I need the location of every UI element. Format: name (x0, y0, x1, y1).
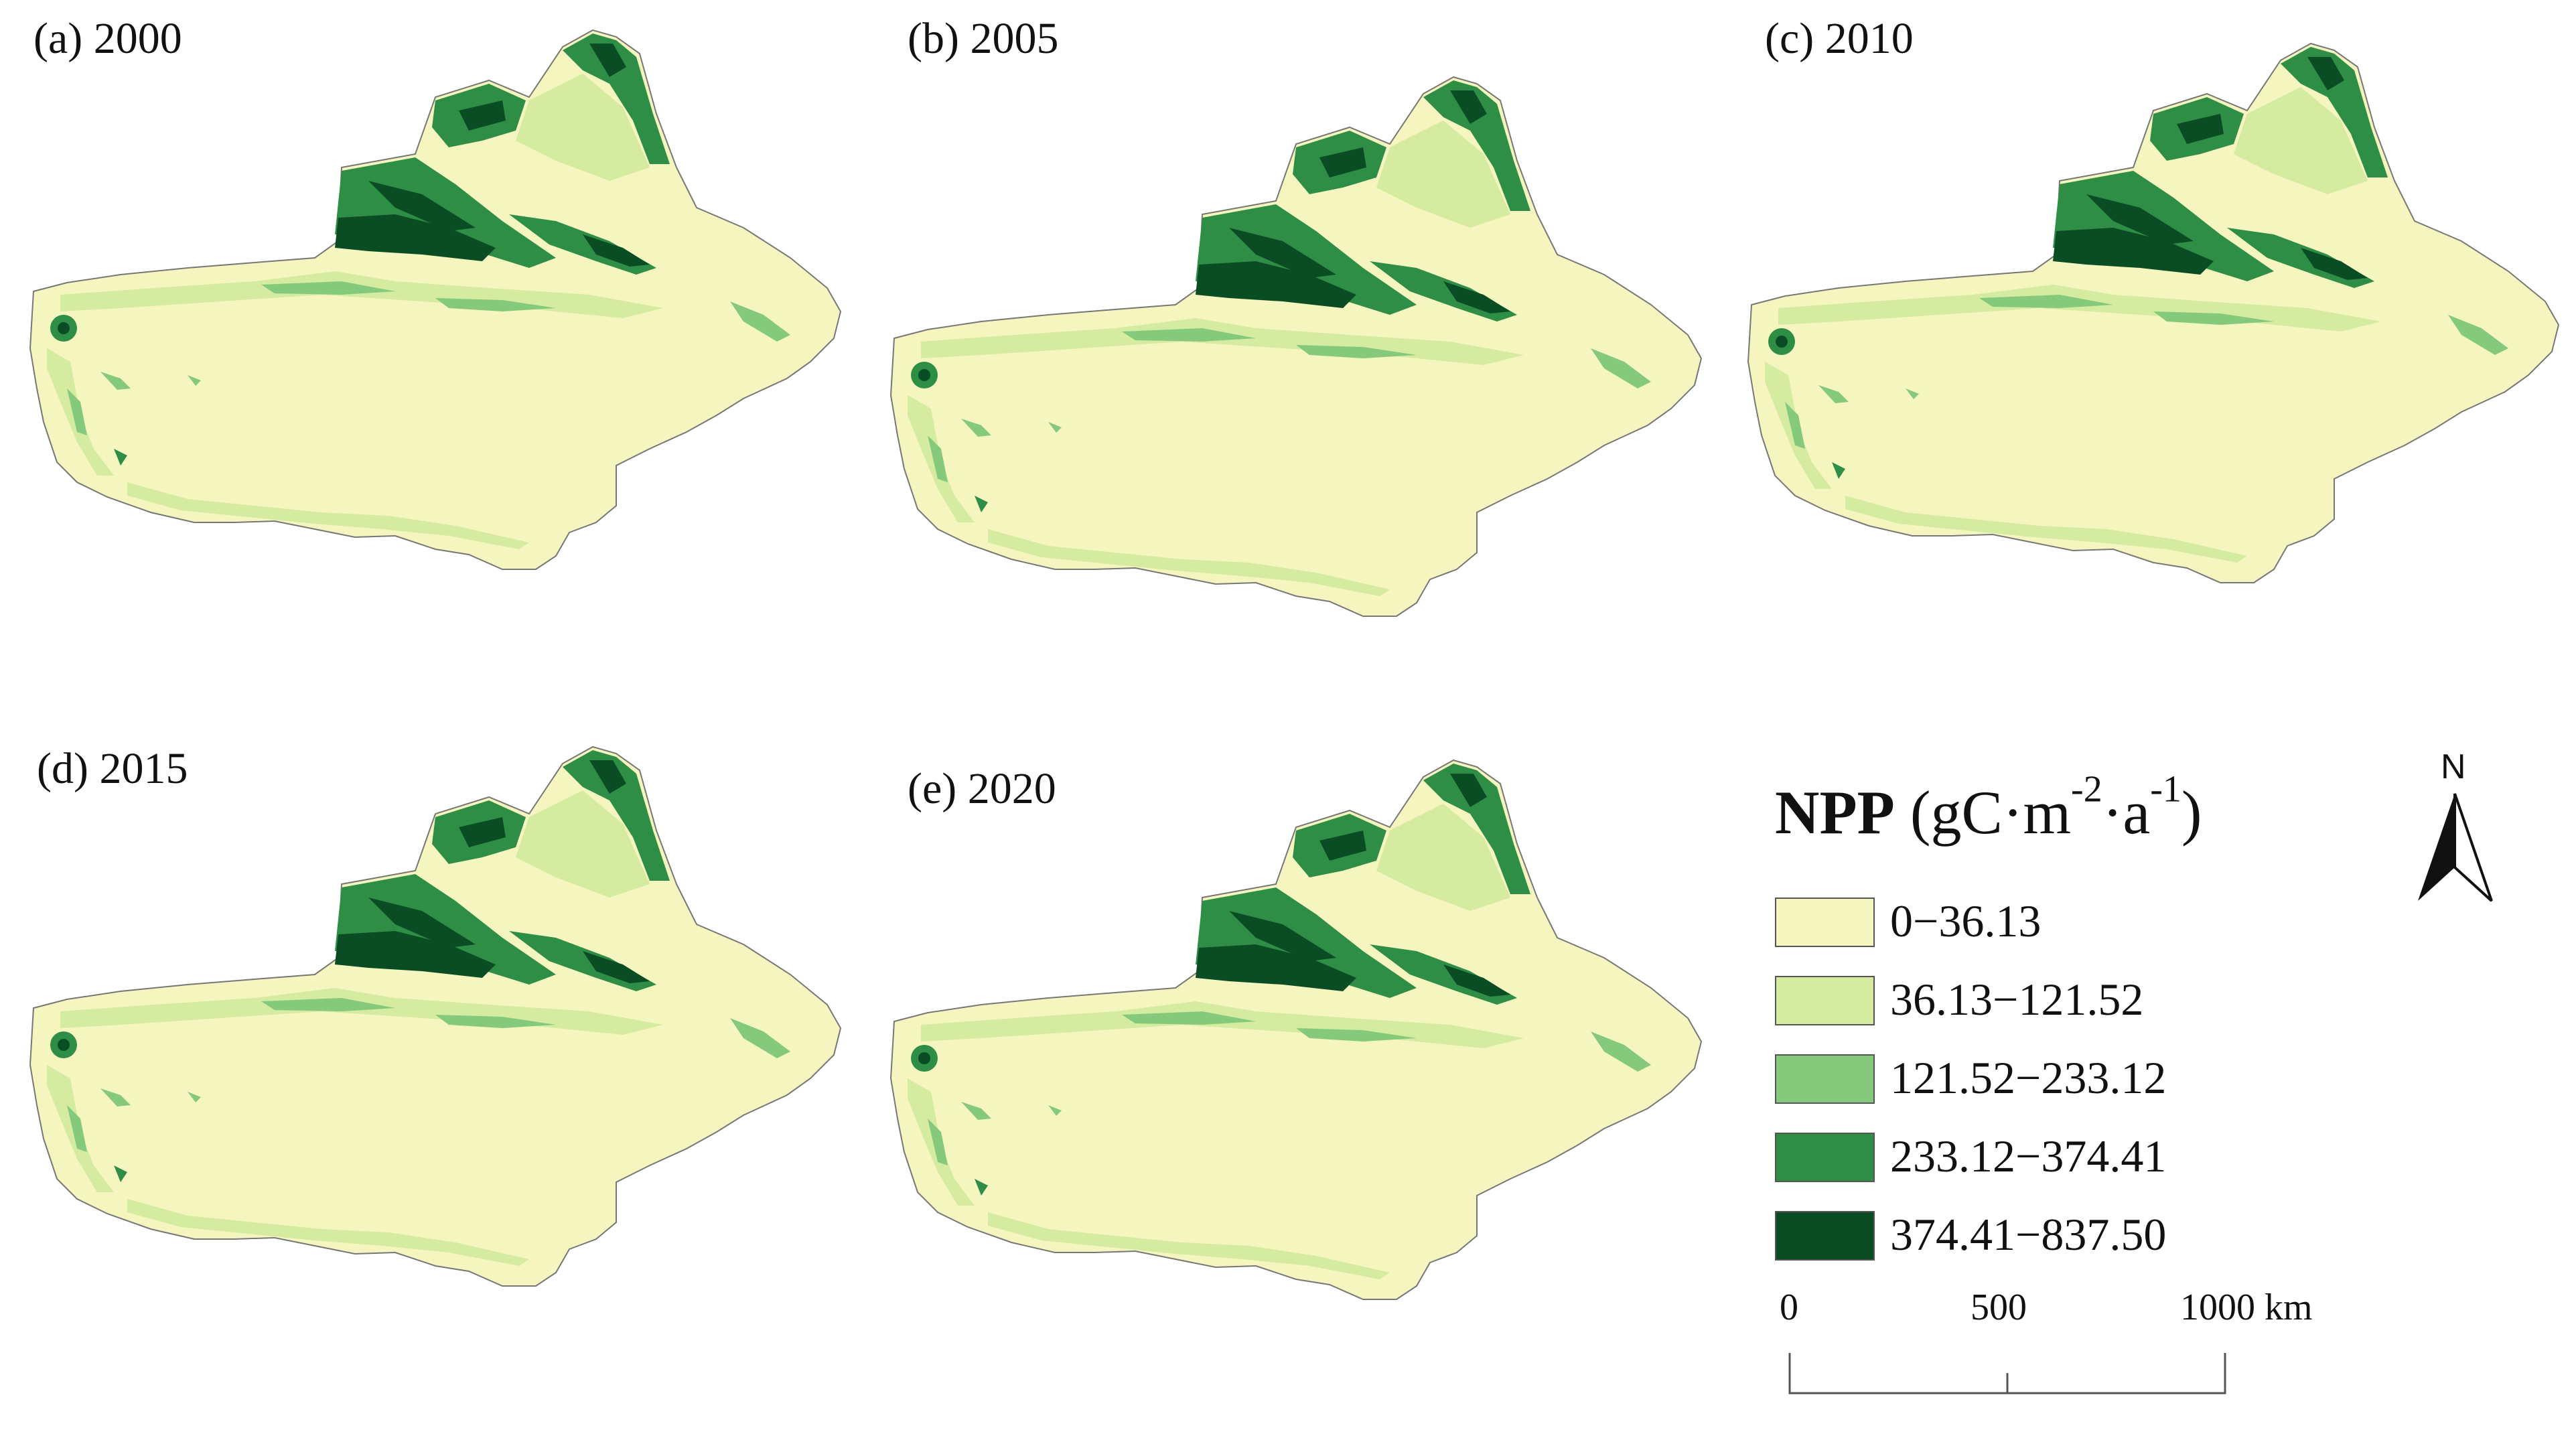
legend-title: NPP (gC·m-2·a-1) (1775, 768, 2202, 848)
npp-map (29, 746, 841, 1287)
npp-map (890, 76, 1702, 617)
legend-title-variable: NPP (1775, 778, 1895, 847)
legend-title-unit: (gC·m-2·a-1) (1910, 768, 2202, 847)
scale-bar-line (1788, 1353, 2226, 1394)
legend-range: 233.12−374.41 (1890, 1131, 2167, 1182)
north-label: N (2441, 747, 2466, 786)
panel-label: (e) 2020 (908, 764, 1056, 813)
npp-map (1747, 43, 2559, 583)
panel-label: (c) 2010 (1765, 14, 1914, 63)
npp-map (890, 760, 1702, 1300)
map-panel-2005: (b) 2005 (881, 13, 1718, 683)
legend-swatch (1775, 898, 1875, 947)
map-panel-2015: (d) 2015 (20, 743, 857, 1413)
north-arrow: N (2411, 747, 2498, 914)
npp-map (29, 29, 841, 570)
map-panel-2000: (a) 2000 (20, 13, 857, 683)
scale-label: 500 (1971, 1287, 2027, 1328)
map-panel-2020: (e) 2020 (881, 743, 1718, 1413)
scale-label: 1000 km (2180, 1287, 2313, 1328)
legend-swatch (1775, 1211, 1875, 1261)
legend-swatch (1775, 1054, 1875, 1104)
legend-range: 121.52−233.12 (1890, 1052, 2167, 1103)
map-panel-2010: (c) 2010 (1738, 13, 2575, 683)
north-arrow-icon (2418, 793, 2493, 902)
legend-swatch (1775, 976, 1875, 1025)
legend-range: 374.41−837.50 (1890, 1209, 2167, 1260)
legend-swatch (1775, 1133, 1875, 1182)
panel-label: (b) 2005 (908, 14, 1059, 63)
scale-bar: 0 500 1000 km (1775, 1286, 2378, 1420)
panel-label: (a) 2000 (33, 14, 182, 63)
legend-range: 0−36.13 (1890, 896, 2042, 946)
panel-label: (d) 2015 (37, 744, 188, 793)
legend: NPP (gC·m-2·a-1) 0−36.13 36.13−121.52 12… (1775, 768, 2445, 1420)
scale-label: 0 (1780, 1287, 1798, 1328)
legend-range: 36.13−121.52 (1890, 974, 2144, 1025)
